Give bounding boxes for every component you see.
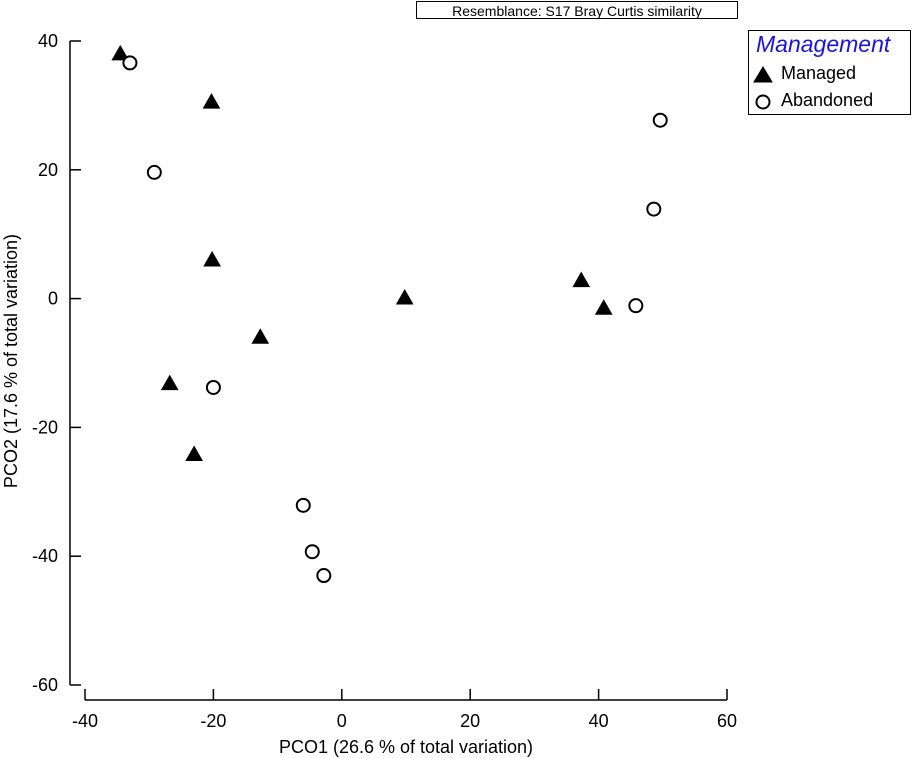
- abandoned-point: [652, 112, 668, 128]
- y-tick-label: -40: [32, 546, 58, 566]
- legend-label-abandoned: Abandoned: [781, 90, 874, 110]
- managed-point: [395, 288, 414, 305]
- managed-point: [185, 445, 204, 461]
- data-points: [111, 44, 668, 584]
- legend-title: Management: [756, 31, 891, 57]
- managed-point: [203, 250, 221, 267]
- abandoned-point: [316, 568, 332, 584]
- x-axis-label: PCO1 (26.6 % of total variation): [279, 737, 533, 757]
- abandoned-point: [628, 298, 644, 314]
- managed-point: [111, 44, 130, 61]
- managed-point: [594, 299, 613, 315]
- legend-label-managed: Managed: [781, 63, 857, 83]
- y-tick-label: -60: [32, 675, 58, 695]
- managed-point: [251, 328, 270, 344]
- abandoned-point: [646, 201, 662, 217]
- y-tick-label: 20: [38, 160, 58, 180]
- resemblance-label: Resemblance: S17 Bray Curtis similarity: [416, 1, 738, 19]
- x-tick-label: 0: [337, 711, 347, 731]
- y-tick-label: 40: [38, 31, 58, 51]
- x-tick-label: 40: [589, 711, 609, 731]
- abandoned-point: [304, 544, 320, 560]
- abandoned-point: [146, 164, 162, 180]
- y-tick-label: 0: [48, 289, 58, 309]
- y-axis-label: PCO2 (17.6 % of total variation): [1, 234, 21, 488]
- x-tick-label: 60: [717, 711, 737, 731]
- axes: [69, 41, 727, 701]
- x-tick-label: -40: [72, 711, 98, 731]
- legend: Management Managed Abandoned: [748, 30, 911, 115]
- filled-triangle-icon: [753, 66, 773, 83]
- abandoned-point: [122, 55, 138, 71]
- abandoned-point: [295, 497, 311, 513]
- managed-point: [572, 271, 591, 288]
- x-tick-label: -20: [200, 711, 226, 731]
- managed-point: [202, 93, 221, 109]
- x-tick-label: 20: [460, 711, 480, 731]
- tick-marks: [70, 40, 728, 700]
- managed-point: [160, 374, 179, 391]
- abandoned-point: [205, 379, 221, 395]
- y-tick-label: -20: [32, 417, 58, 437]
- open-circle-icon: [755, 94, 771, 110]
- tick-labels: -40 -20 0 20 40 60 -60 -40 -20 0 20 40: [32, 31, 737, 731]
